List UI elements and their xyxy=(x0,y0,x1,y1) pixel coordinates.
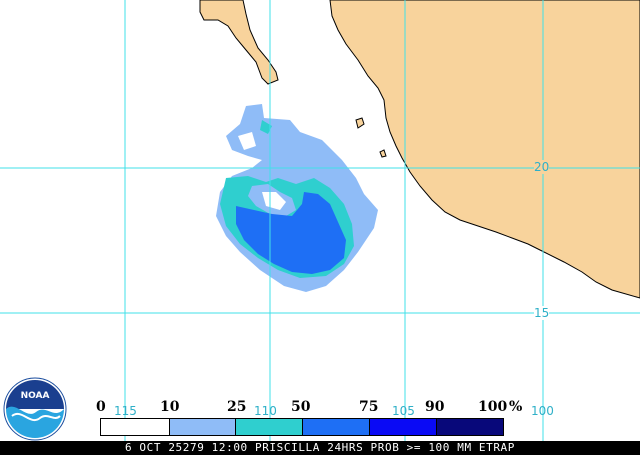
island xyxy=(379,149,387,158)
legend-label-90: 90 xyxy=(425,399,445,415)
prob-50-area xyxy=(236,192,346,274)
legend-unit: % xyxy=(509,399,523,415)
noaa-logo: NOAA xyxy=(3,377,67,441)
legend-box-90-100 xyxy=(436,418,504,436)
legend-label-10: 10 xyxy=(160,399,180,415)
legend-label-50: 50 xyxy=(291,399,311,415)
legend-box-10-25 xyxy=(169,418,236,436)
lon-label-100: 100 xyxy=(531,404,554,418)
legend-label-100: 100 xyxy=(478,399,508,415)
lon-label-110: 110 xyxy=(254,404,277,418)
legend-box-25-50 xyxy=(235,418,303,436)
baja-peninsula-land xyxy=(199,0,279,85)
mainland-mexico-land xyxy=(329,0,640,299)
island xyxy=(355,117,365,129)
lon-label-115: 115 xyxy=(114,404,137,418)
lon-label-105: 105 xyxy=(392,404,415,418)
lat-label-15: 15 xyxy=(534,306,550,320)
grid-lines xyxy=(0,0,640,441)
legend-box-50-75 xyxy=(302,418,370,436)
legend-label-75: 75 xyxy=(359,399,379,415)
prob-10-gap xyxy=(260,120,272,134)
swath-notch-inner xyxy=(262,192,286,210)
legend-label-0: 0 xyxy=(96,399,106,415)
legend-box-75-90 xyxy=(369,418,437,436)
prob-10-gap xyxy=(238,132,256,150)
noaa-logo-text: NOAA xyxy=(21,391,50,401)
status-bar: 6 OCT 25279 12:00 PRISCILLA 24HRS PROB >… xyxy=(0,441,640,455)
lat-label-20: 20 xyxy=(534,160,550,174)
legend-box-0-10 xyxy=(100,418,170,436)
legend-label-25: 25 xyxy=(227,399,247,415)
